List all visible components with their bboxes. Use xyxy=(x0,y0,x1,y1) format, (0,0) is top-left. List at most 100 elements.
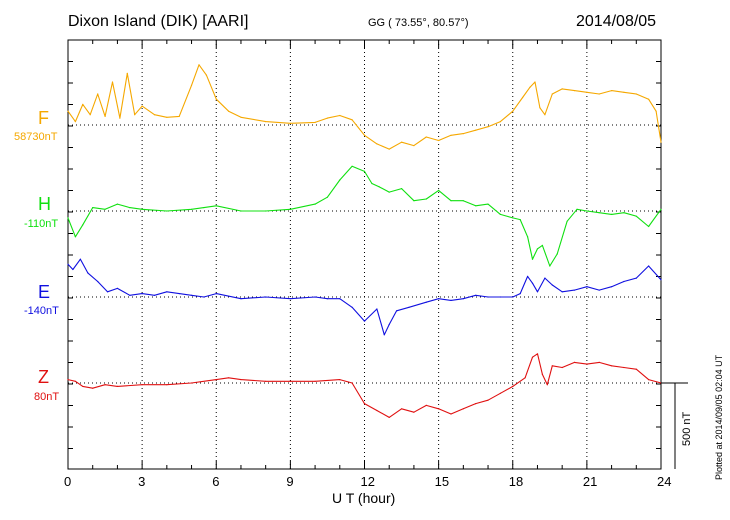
data-point-e xyxy=(635,277,637,279)
data-point-z xyxy=(82,385,84,387)
data-point-e xyxy=(519,293,521,295)
data-point-e xyxy=(512,296,514,298)
data-point-e xyxy=(586,286,588,288)
data-point-e xyxy=(561,291,563,293)
data-point-f xyxy=(141,105,143,107)
axis-ticks xyxy=(67,40,662,469)
data-point-e xyxy=(573,289,576,291)
data-point-f xyxy=(205,74,207,76)
data-point-h xyxy=(425,198,427,200)
series-label-h: H xyxy=(38,194,51,214)
data-point-e xyxy=(462,298,464,300)
data-point-e xyxy=(116,287,118,289)
data-point-h xyxy=(82,224,84,226)
data-point-z xyxy=(561,366,563,369)
data-point-f xyxy=(153,114,156,116)
data-point-f xyxy=(623,91,625,93)
data-point-z xyxy=(450,413,452,415)
data-point-h xyxy=(512,217,514,219)
data-point-f xyxy=(240,116,242,118)
data-point-f xyxy=(475,129,477,131)
data-point-f xyxy=(529,86,531,88)
data-point-z xyxy=(116,385,118,387)
data-point-z xyxy=(141,384,143,386)
data-point-f xyxy=(660,141,662,143)
x-tick-label-12: 12 xyxy=(360,474,375,489)
data-point-f xyxy=(388,148,390,150)
data-point-e xyxy=(314,296,316,298)
x-tick-label-3: 3 xyxy=(138,474,146,489)
data-point-f xyxy=(289,122,291,124)
data-point-f xyxy=(499,121,501,123)
plotted-timestamp: Plotted at 2014/09/05 02:04 UT xyxy=(714,354,724,480)
data-point-z xyxy=(499,392,501,394)
data-point-z xyxy=(104,384,106,386)
data-point-z xyxy=(598,361,600,363)
data-point-z xyxy=(648,379,650,381)
data-point-h xyxy=(104,208,106,210)
data-point-z xyxy=(541,373,544,375)
data-point-e xyxy=(438,298,440,300)
data-point-e xyxy=(72,268,74,271)
data-point-e xyxy=(141,293,143,295)
data-point-z xyxy=(438,408,440,410)
data-point-f xyxy=(111,81,114,83)
data-point-e xyxy=(660,279,662,281)
data-point-e xyxy=(67,263,69,265)
data-point-f xyxy=(551,93,553,95)
data-point-z xyxy=(573,361,576,363)
data-point-h xyxy=(141,208,143,210)
data-point-h xyxy=(116,203,118,205)
data-point-z xyxy=(215,379,217,381)
data-point-f xyxy=(265,121,267,123)
data-point-f xyxy=(134,114,136,116)
data-point-f xyxy=(82,103,84,105)
data-point-h xyxy=(556,253,558,255)
data-point-f xyxy=(611,90,613,92)
data-point-z xyxy=(67,379,69,381)
data-point-e xyxy=(265,296,267,298)
data-point-h xyxy=(598,212,600,214)
data-point-e xyxy=(611,286,613,288)
data-point-e xyxy=(190,294,193,296)
data-point-h xyxy=(660,208,662,210)
data-point-e xyxy=(339,298,341,300)
data-point-z xyxy=(240,379,242,381)
data-point-z xyxy=(487,399,489,401)
data-point-e xyxy=(551,284,553,286)
data-point-f xyxy=(648,98,650,100)
data-point-z xyxy=(265,380,267,382)
data-point-z xyxy=(166,384,168,386)
data-point-e xyxy=(598,289,600,291)
data-point-e xyxy=(289,298,291,300)
data-point-f xyxy=(534,81,536,83)
data-point-h xyxy=(648,225,650,228)
data-point-e xyxy=(351,306,353,308)
data-point-e xyxy=(79,258,81,260)
data-point-f xyxy=(67,110,69,112)
data-point-h xyxy=(371,182,373,185)
scale-bar xyxy=(661,382,688,469)
data-point-e xyxy=(178,293,180,295)
x-tick-label-0: 0 xyxy=(64,474,72,489)
data-point-z xyxy=(536,353,539,355)
data-point-h xyxy=(326,196,328,198)
data-point-f xyxy=(487,126,489,128)
data-point-h xyxy=(475,205,477,207)
data-point-h xyxy=(536,248,539,250)
data-point-f xyxy=(119,117,121,119)
data-point-f xyxy=(635,93,637,95)
data-point-e xyxy=(475,294,477,296)
data-point-h xyxy=(240,210,242,212)
data-point-e xyxy=(166,291,168,293)
data-point-f xyxy=(401,141,403,143)
data-point-f xyxy=(450,134,452,136)
data-point-z xyxy=(376,409,378,412)
data-point-z xyxy=(425,404,427,406)
data-point-z xyxy=(289,380,291,382)
data-point-f xyxy=(655,110,657,112)
data-point-f xyxy=(351,119,353,121)
data-point-h xyxy=(531,258,534,260)
data-point-h xyxy=(74,236,76,238)
